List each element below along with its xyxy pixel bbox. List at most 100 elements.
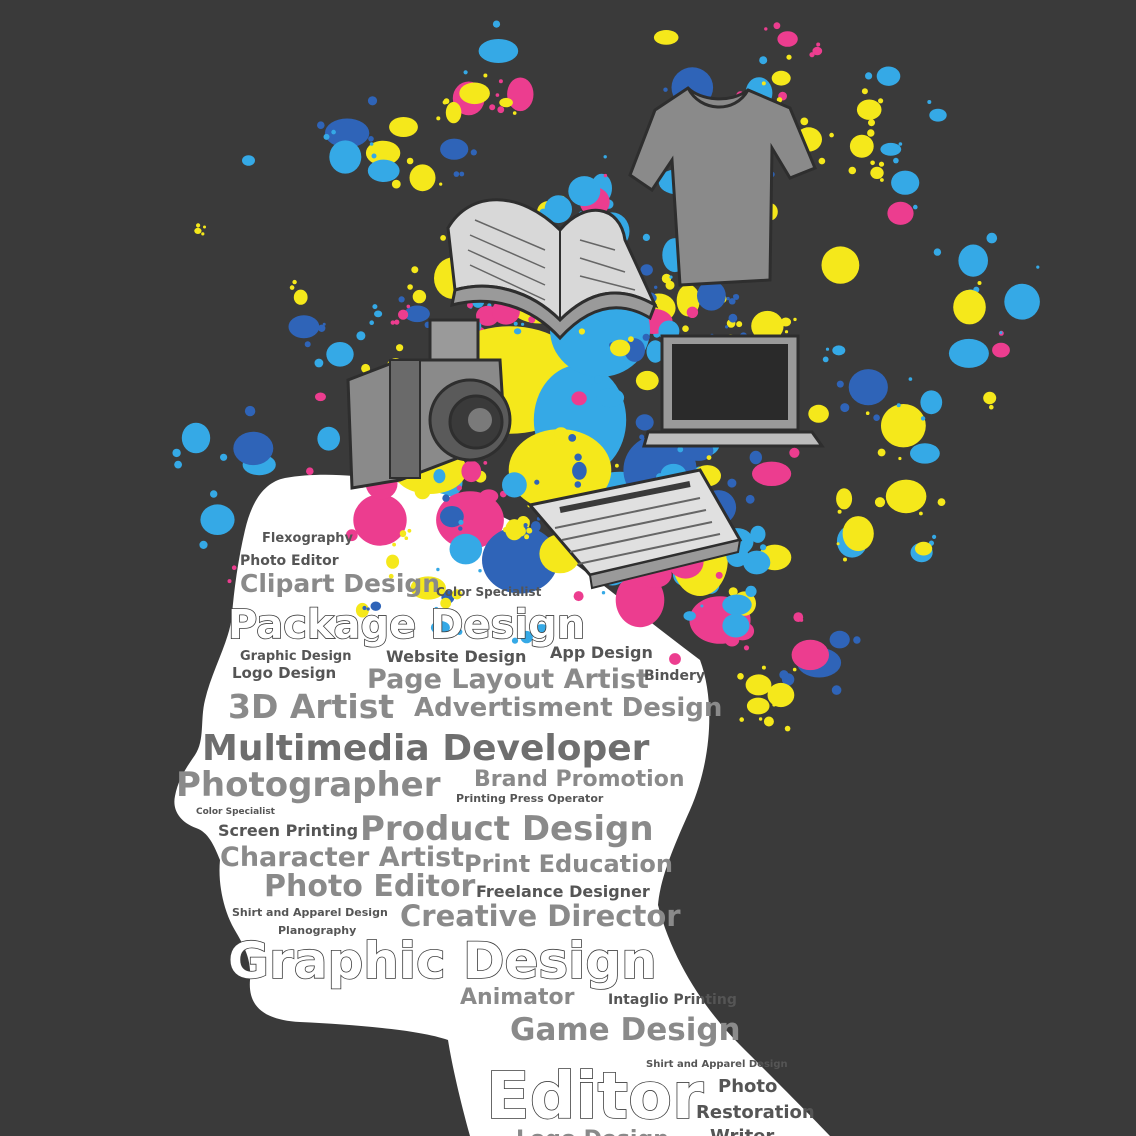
paint-droplet xyxy=(361,363,371,373)
paint-droplet xyxy=(880,178,884,182)
paint-droplet xyxy=(816,42,821,47)
paint-drop xyxy=(829,630,850,649)
paint-drop xyxy=(440,138,469,160)
paint-droplet xyxy=(745,585,757,598)
paint-droplet xyxy=(292,279,297,285)
paint-drop xyxy=(386,554,400,569)
paint-droplet xyxy=(920,416,926,421)
word-planography: Planography xyxy=(278,924,356,937)
paint-drop xyxy=(513,328,522,335)
paint-drop xyxy=(374,310,383,318)
paint-drop xyxy=(505,519,524,541)
paint-drop xyxy=(433,469,446,484)
paint-droplet xyxy=(642,233,651,241)
paint-droplet xyxy=(831,685,842,695)
paint-drop xyxy=(745,674,772,696)
paint-droplet xyxy=(898,142,903,146)
paint-drop xyxy=(194,227,202,234)
paint-droplet xyxy=(392,542,396,547)
paint-drop xyxy=(508,429,612,511)
paint-droplet xyxy=(573,591,584,602)
paint-drop xyxy=(920,390,943,415)
paint-droplet xyxy=(919,511,923,516)
paint-drop xyxy=(233,431,274,466)
paint-droplet xyxy=(786,54,792,60)
paint-drop xyxy=(365,140,401,166)
word-photographer: Photographer xyxy=(176,765,441,805)
paint-droplet xyxy=(440,597,452,609)
paint-droplet xyxy=(932,534,937,540)
paint-droplet xyxy=(654,285,658,289)
paint-droplet xyxy=(512,111,517,115)
paint-droplet xyxy=(594,375,603,384)
book-icon xyxy=(446,198,659,341)
paint-droplet xyxy=(451,589,462,600)
paint-droplet xyxy=(793,317,797,322)
paint-drop xyxy=(389,117,418,137)
paint-droplet xyxy=(776,97,783,103)
paint-drop xyxy=(571,391,587,406)
paint-droplet xyxy=(534,479,540,485)
paint-drop xyxy=(412,289,427,304)
paint-droplet xyxy=(317,121,325,129)
paint-drop xyxy=(887,201,914,225)
paint-droplet xyxy=(523,523,528,528)
paint-droplet xyxy=(727,478,737,488)
paint-droplet xyxy=(366,607,370,611)
word-bindery: Bindery xyxy=(644,668,705,684)
paint-droplet xyxy=(574,481,582,488)
paint-droplet xyxy=(927,100,932,104)
paint-drop xyxy=(544,195,572,224)
paint-droplet xyxy=(848,166,857,175)
paint-drop xyxy=(288,315,320,339)
paint-droplet xyxy=(459,171,465,177)
paint-droplet xyxy=(227,579,232,584)
paint-droplet xyxy=(603,173,608,178)
paint-droplet xyxy=(440,235,446,241)
paint-droplet xyxy=(220,453,228,461)
paint-droplet xyxy=(878,98,884,104)
paint-drop xyxy=(370,601,382,611)
paint-drop xyxy=(520,630,533,644)
paint-drop xyxy=(821,246,860,284)
paint-droplet xyxy=(456,628,463,636)
paint-drop xyxy=(885,479,927,514)
paint-droplet xyxy=(736,321,743,328)
paint-droplet xyxy=(677,446,684,453)
word-shirt-apparel-2: Shirt and Apparel Design xyxy=(646,1059,788,1070)
paint-droplet xyxy=(394,319,400,325)
paint-drop xyxy=(200,504,235,535)
paint-droplet xyxy=(442,494,450,502)
word-intaglio-printing: Intaglio Printing xyxy=(608,992,737,1008)
paint-drop xyxy=(751,310,784,342)
paint-droplet xyxy=(878,161,885,167)
paint-droplet xyxy=(443,98,450,105)
paint-droplet xyxy=(331,129,336,135)
paint-droplet xyxy=(669,653,681,665)
paint-droplet xyxy=(404,536,409,540)
paint-drop xyxy=(849,134,874,158)
paint-droplet xyxy=(367,96,378,106)
paint-droplet xyxy=(318,324,326,332)
paint-drop xyxy=(771,70,791,86)
paint-droplet xyxy=(372,304,378,310)
paint-drop xyxy=(242,155,255,166)
paint-droplet xyxy=(743,645,750,651)
paint-droplet xyxy=(868,119,875,127)
paint-droplet xyxy=(368,136,374,142)
word-logo-design-bottom: Logo Design xyxy=(516,1127,669,1136)
paint-droplet xyxy=(390,320,395,325)
paint-droplet xyxy=(870,160,875,166)
paint-drop xyxy=(876,66,901,86)
paint-droplet xyxy=(800,117,809,126)
tshirt-icon xyxy=(628,86,817,287)
word-graphic-design-large: Graphic Design xyxy=(228,932,657,990)
paint-droplet xyxy=(898,456,902,461)
paint-droplet xyxy=(196,223,201,228)
paint-droplet xyxy=(726,296,730,301)
word-creative-director: Creative Director xyxy=(400,899,681,933)
paint-droplet xyxy=(893,157,899,164)
paint-drop xyxy=(635,414,654,431)
